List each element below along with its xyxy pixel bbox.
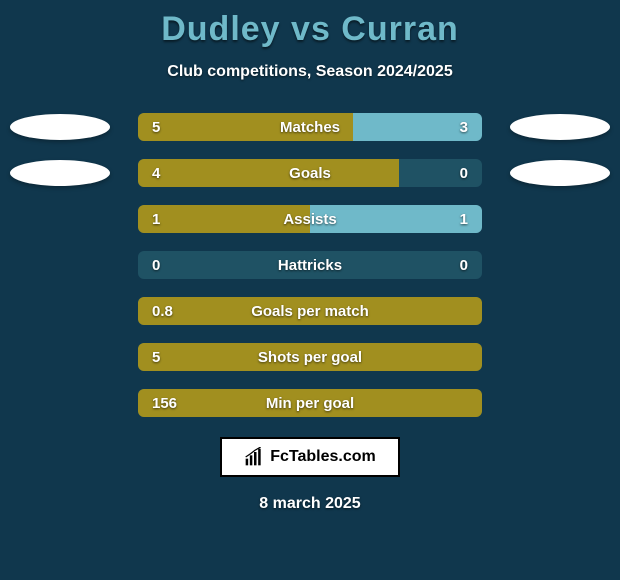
stat-bar: 5Shots per goal <box>138 343 482 371</box>
stat-row: 156Min per goal <box>0 389 620 417</box>
stat-label: Goals <box>138 159 482 187</box>
stat-row: 0.8Goals per match <box>0 297 620 325</box>
subtitle: Club competitions, Season 2024/2025 <box>167 63 452 81</box>
stat-label: Min per goal <box>138 389 482 417</box>
brand-text: FcTables.com <box>270 448 376 466</box>
date-text: 8 march 2025 <box>259 495 360 513</box>
stat-value-right: 1 <box>460 205 468 233</box>
stat-label: Goals per match <box>138 297 482 325</box>
stats-list: 5Matches34Goals01Assists10Hattricks00.8G… <box>0 113 620 417</box>
stat-row: 5Matches3 <box>0 113 620 141</box>
stat-label: Shots per goal <box>138 343 482 371</box>
player-ellipse-left <box>10 114 110 140</box>
comparison-card: Dudley vs Curran Club competitions, Seas… <box>0 0 620 580</box>
stat-bar: 5Matches3 <box>138 113 482 141</box>
player-ellipse-left <box>10 160 110 186</box>
stat-row: 5Shots per goal <box>0 343 620 371</box>
stat-value-right: 0 <box>460 159 468 187</box>
stat-value-right: 0 <box>460 251 468 279</box>
player-ellipse-right <box>510 114 610 140</box>
stat-bar: 0Hattricks0 <box>138 251 482 279</box>
stat-row: 0Hattricks0 <box>0 251 620 279</box>
stat-label: Matches <box>138 113 482 141</box>
stat-row: 4Goals0 <box>0 159 620 187</box>
stat-label: Assists <box>138 205 482 233</box>
stat-bar: 0.8Goals per match <box>138 297 482 325</box>
page-title: Dudley vs Curran <box>161 10 459 49</box>
stat-bar: 1Assists1 <box>138 205 482 233</box>
stat-value-right: 3 <box>460 113 468 141</box>
stat-bar: 4Goals0 <box>138 159 482 187</box>
brand-badge: FcTables.com <box>220 437 400 477</box>
chart-icon <box>244 447 264 467</box>
stat-label: Hattricks <box>138 251 482 279</box>
stat-row: 1Assists1 <box>0 205 620 233</box>
stat-bar: 156Min per goal <box>138 389 482 417</box>
player-ellipse-right <box>510 160 610 186</box>
